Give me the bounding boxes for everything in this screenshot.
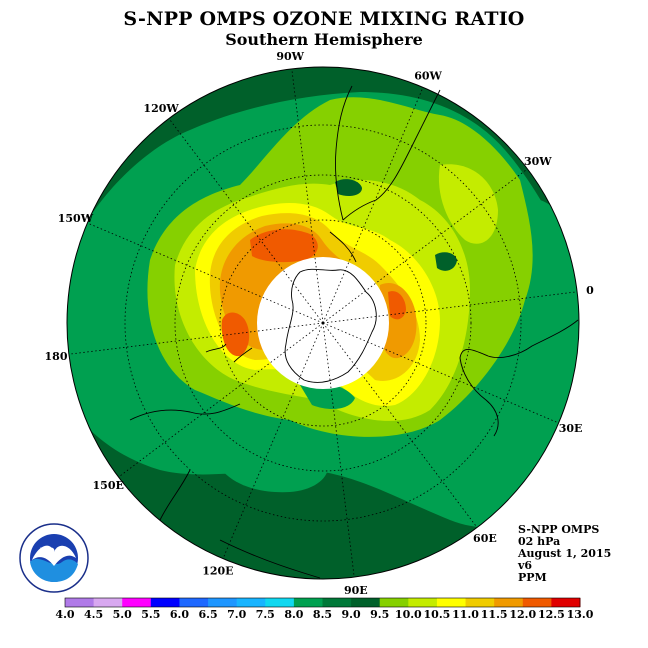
- colorbar-tick-label: 10.5: [424, 608, 451, 621]
- africa-coastline: [459, 319, 579, 437]
- ozone-band-red-orange-n: [250, 229, 318, 263]
- ozone-band-green-sw: [210, 435, 329, 493]
- colorbar-tick-label: 5.0: [113, 608, 132, 621]
- colorbar-tick-label: 13.0: [567, 608, 594, 621]
- ozone-field: [67, 67, 579, 579]
- colorbar-tick-label: 7.5: [256, 608, 275, 621]
- antarctica-coastline: [284, 268, 377, 383]
- meridian-line: [118, 322, 324, 478]
- south-america-coastline: [335, 85, 441, 221]
- colorbar-tick-label: 11.5: [481, 608, 508, 621]
- meridian-line: [322, 168, 528, 324]
- colorbar-tick-label: 6.0: [170, 608, 189, 621]
- longitude-label-lon-150e: 150E: [93, 479, 124, 492]
- ozone-band-red-orange-e: [388, 291, 406, 320]
- colorbar-tick-label: 6.5: [198, 608, 217, 621]
- colorbar-tick-label: 11.0: [452, 608, 479, 621]
- south-pole-marker: [321, 321, 325, 325]
- latitude-circle-inner: [219, 219, 427, 427]
- graticule: [68, 68, 578, 578]
- new-zealand-coastline: [205, 343, 253, 363]
- colorbar-tick-label: 10.0: [395, 608, 422, 621]
- ozone-island-green-s: [300, 382, 355, 410]
- longitude-labels: 90W 60W 30W 0 30E 60E 90E 120E 150E 180 150W 120W: [45, 50, 595, 597]
- meridian-line: [291, 68, 324, 324]
- colorbar-tick-label: 12.0: [509, 608, 536, 621]
- colorbar-tick-label: 8.5: [313, 608, 332, 621]
- map-info-block: S-NPP OMPS 02 hPa August 1, 2015 v6 PPM: [518, 524, 611, 584]
- longitude-label-lon-120w: 120W: [143, 102, 179, 115]
- colorbar-tick-label: 4.0: [55, 608, 74, 621]
- longitude-label-lon-90e: 90E: [344, 584, 368, 597]
- latitude-circle-outer: [124, 124, 522, 522]
- colorbar-tick-label: 5.5: [141, 608, 160, 621]
- ozone-band-yellow-green-ne: [438, 164, 498, 244]
- map-boundary: [66, 66, 580, 580]
- longitude-label-lon-180: 180: [45, 350, 68, 363]
- version-label: v6: [518, 559, 533, 572]
- meridian-line: [322, 322, 559, 424]
- longitude-label-lon-30e: 30E: [559, 422, 583, 435]
- colorbar-tick-label: 9.0: [342, 608, 361, 621]
- ozone-band-orange-e: [378, 282, 417, 359]
- colorbar-tick-label: 12.5: [538, 608, 565, 621]
- units-label: PPM: [518, 571, 547, 584]
- meridian-line: [322, 87, 424, 324]
- longitude-label-lon-90w: 90W: [276, 50, 304, 63]
- australia-coastline: [129, 403, 321, 579]
- pressure-level-label: 02 hPa: [518, 535, 561, 548]
- meridian-line: [68, 322, 324, 355]
- ozone-island-dark-green-1: [335, 179, 362, 196]
- map-subtitle: Southern Hemisphere: [225, 30, 423, 49]
- logo-wave: [30, 558, 78, 582]
- meridian-line: [168, 118, 324, 324]
- logo-text: NOAA: [40, 547, 69, 557]
- longitude-label-lon-30w: 30W: [524, 155, 552, 168]
- antarctic-peninsula: [329, 231, 357, 263]
- meridian-line: [87, 222, 324, 324]
- longitude-label-lon-120e: 120E: [202, 565, 233, 578]
- meridian-line: [322, 322, 478, 528]
- ozone-island-dark-green-2: [435, 252, 457, 271]
- meridian-line: [322, 291, 578, 324]
- coastlines: [129, 85, 579, 579]
- logo-bird: [32, 545, 76, 566]
- colorbar-tick-label: 7.0: [227, 608, 246, 621]
- longitude-label-lon-60w: 60W: [414, 69, 442, 82]
- longitude-label-lon-0: 0: [586, 284, 594, 297]
- ozone-band-red-orange-w: [221, 312, 250, 357]
- meridian-line: [322, 322, 355, 578]
- longitude-label-lon-60e: 60E: [473, 532, 497, 545]
- longitude-label-lon-150w: 150W: [58, 212, 94, 225]
- colorbar-tick-label: 8.0: [284, 608, 303, 621]
- noaa-logo: NOAA: [19, 523, 89, 593]
- colorbar-tick-label: 4.5: [84, 608, 103, 621]
- instrument-label: S-NPP OMPS: [518, 523, 600, 536]
- latitude-circle-mid: [174, 174, 472, 472]
- colorbar-tick-labels: 4.0 4.5 5.0 5.5 6.0 6.5 7.0 7.5 8.0 8.5 9.0 9.5 10.0…: [55, 608, 593, 621]
- colorbar-tick-label: 9.5: [370, 608, 389, 621]
- polar-stereographic-map: 90W 60W 30W 0 30E 60E 90E 120E 150E 180 150W 120W: [45, 50, 595, 597]
- meridian-line: [222, 322, 324, 559]
- meridian-lines: [68, 68, 578, 578]
- date-label: August 1, 2015: [518, 547, 612, 560]
- map-title: S-NPP OMPS OZONE MIXING RATIO: [123, 8, 525, 30]
